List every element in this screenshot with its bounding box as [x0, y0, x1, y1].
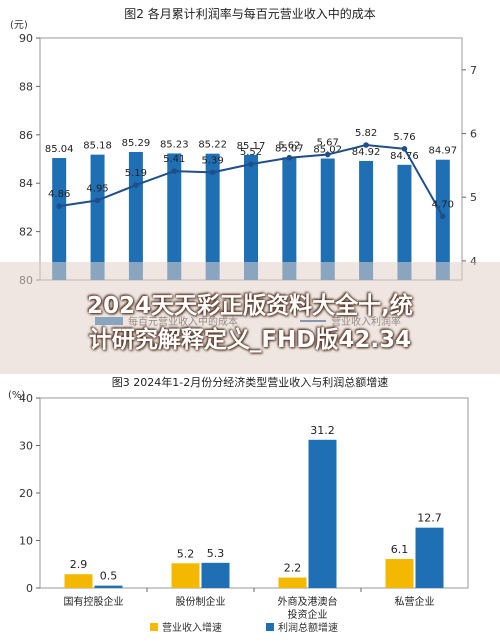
bar-cost: [90, 154, 105, 280]
bar-cost: [397, 164, 412, 280]
y-tick-label: 40: [19, 392, 33, 405]
line-profit-margin-point: [209, 169, 216, 176]
bar-revenue-growth-label: 6.1: [391, 543, 409, 556]
left-tick-label: 84: [19, 177, 33, 190]
legend-label-profit: 利润总额增速: [278, 621, 338, 634]
watermark-overlay: 2024天天彩正版资料大全十,统 计研究解释定义_FHD版42.34: [0, 262, 500, 374]
bar-cost: [359, 160, 374, 280]
x-tick-label: 国有控股企业: [64, 595, 124, 608]
line-profit-margin-label: 5.52: [240, 147, 262, 158]
line-profit-margin-point: [94, 197, 101, 204]
overlay-text-line-1: 2024天天彩正版资料大全十,统: [87, 293, 413, 319]
line-profit-margin-point: [440, 213, 446, 220]
bar-profit-growth: [94, 585, 123, 588]
bar-revenue-growth-label: 2.2: [284, 562, 302, 575]
bar-profit-growth-label: 31.2: [310, 424, 335, 437]
x-tick-label: 股份制企业: [176, 595, 226, 608]
y-tick-label: 30: [19, 440, 33, 453]
line-profit-margin-point: [56, 203, 62, 209]
line-profit-margin-label: 4.70: [432, 199, 454, 210]
bar-cost-label: 85.22: [198, 140, 227, 151]
bar-profit-growth: [415, 527, 444, 588]
bar-cost-label: 84.76: [390, 151, 419, 162]
bar-profit-growth: [308, 439, 337, 588]
line-profit-margin-point: [324, 151, 331, 158]
bar-cost: [282, 157, 297, 280]
chart-title: 图3 2024年1-2月份分经济类型营业收入与利润总额增速: [112, 375, 388, 389]
line-profit-margin-label: 4.95: [86, 183, 108, 194]
legend-swatch-profit: [266, 623, 274, 631]
line-profit-margin-label: 5.76: [393, 132, 415, 143]
line-profit-margin-label: 5.39: [202, 155, 224, 166]
line-profit-margin-label: 5.19: [125, 168, 147, 179]
bar-cost-label: 85.17: [237, 141, 266, 152]
y-tick-label: 0: [26, 582, 33, 595]
y-tick-label: 10: [19, 535, 33, 548]
bar-cost: [244, 154, 258, 280]
bar-revenue-growth-label: 2.9: [70, 558, 88, 571]
line-profit-margin-point: [286, 154, 293, 161]
line-profit-margin-point: [133, 182, 139, 188]
right-tick-label: 5: [470, 191, 477, 204]
chart-title: 图2 各月累计利润率与每百元营业收入中的成本: [124, 6, 375, 21]
line-profit-margin-point: [171, 168, 178, 174]
bar-profit-growth: [201, 562, 230, 588]
left-axis-unit: (元): [10, 20, 28, 31]
bar-cost: [167, 153, 182, 280]
bar-cost-label: 85.02: [313, 145, 342, 156]
left-tick-label: 86: [19, 129, 33, 142]
legend-swatch-revenue: [150, 623, 158, 631]
left-tick-label: 88: [19, 80, 33, 93]
bar-cost: [435, 159, 450, 280]
line-profit-margin-point: [363, 142, 369, 148]
bar-revenue-growth: [64, 574, 93, 588]
right-tick-label: 4: [470, 255, 477, 268]
bar-cost: [205, 153, 220, 280]
right-tick-label: 6: [470, 128, 477, 141]
bar-cost: [52, 158, 67, 280]
line-profit-margin-label: 5.62: [278, 141, 300, 152]
legend-label-revenue: 营业收入增速: [162, 621, 222, 634]
bar-revenue-growth: [385, 559, 414, 588]
left-tick-label: 90: [19, 32, 33, 45]
line-profit-margin-label: 5.82: [355, 128, 377, 139]
bar-profit-growth-label: 0.5: [100, 570, 118, 583]
bar-cost-label: 85.04: [45, 144, 74, 155]
bar-cost-label: 84.92: [352, 147, 381, 158]
bar-profit-growth-label: 5.3: [207, 547, 225, 560]
bar-revenue-growth: [278, 577, 307, 588]
line-profit-margin-label: 5.67: [317, 138, 339, 149]
line-profit-margin-point: [401, 146, 408, 152]
overlay-text-line-2: 计研究解释定义_FHD版42.34: [88, 327, 412, 353]
bar-revenue-growth: [171, 563, 200, 588]
line-profit-margin-point: [248, 161, 254, 167]
y-axis-unit: (%): [8, 390, 25, 401]
x-tick-label: 外商及港澳台: [278, 595, 338, 608]
bar-cost-label: 85.18: [83, 141, 112, 152]
bar-cost-label: 85.07: [275, 143, 304, 154]
bar-cost-label: 84.97: [428, 146, 457, 157]
bar-profit-growth-label: 12.7: [417, 512, 442, 525]
bar-revenue-growth-label: 5.2: [177, 547, 195, 560]
line-profit-margin-label: 5.41: [163, 154, 185, 165]
bar-cost-label: 85.23: [160, 139, 189, 150]
y-tick-label: 20: [19, 487, 33, 500]
bar-cost-label: 85.29: [122, 138, 151, 149]
left-tick-label: 82: [19, 226, 33, 239]
right-tick-label: 7: [470, 64, 477, 77]
x-tick-label: 私营企业: [395, 595, 435, 608]
line-profit-margin-label: 4.86: [48, 189, 70, 200]
bar-cost: [320, 158, 335, 280]
chart-growth-by-ownership: 图3 2024年1-2月份分经济类型营业收入与利润总额增速 (%) 0 10 20 30 4…: [8, 375, 469, 634]
x-tick-label: 投资企业: [288, 608, 328, 621]
